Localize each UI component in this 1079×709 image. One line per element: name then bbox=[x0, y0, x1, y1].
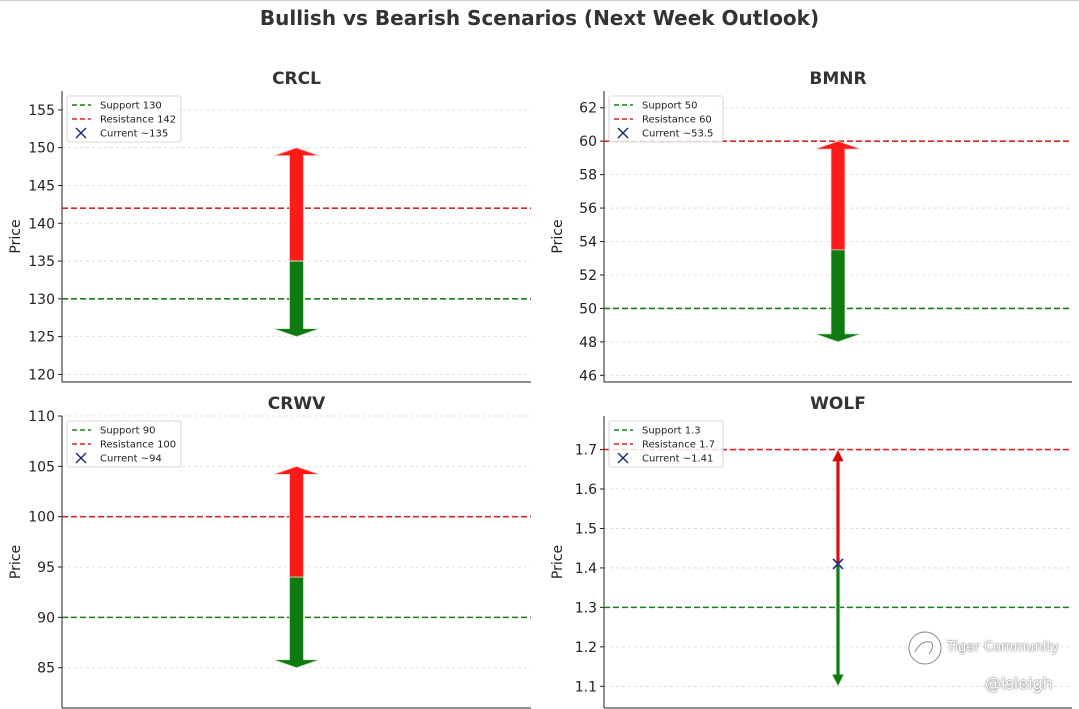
bullish-arrow bbox=[273, 465, 320, 578]
y-tick-label: 1.2 bbox=[575, 640, 597, 656]
chart-panel-crcl: 120 125 130 135 140 145 150 155 CRCL Price Support… bbox=[8, 69, 531, 383]
y-tick-label: 110 bbox=[28, 409, 55, 425]
panel-title: WOLF bbox=[810, 394, 866, 414]
chart-panel-crwv: 85 90 95 100 105 110 CRWV Price Support 90 Resist… bbox=[8, 394, 531, 709]
legend: Support 90 Resistance 100 Current ~94 bbox=[66, 420, 182, 468]
y-tick-label: 130 bbox=[28, 292, 55, 308]
y-axis-label: Price bbox=[8, 545, 24, 579]
legend-current-swatch bbox=[617, 127, 629, 139]
legend-entry: Support 90 bbox=[100, 426, 155, 437]
legend-box bbox=[608, 420, 724, 468]
y-tick-label: 60 bbox=[579, 134, 597, 150]
legend-current-swatch bbox=[75, 452, 87, 464]
current-marker bbox=[832, 558, 844, 570]
legend-entry: Current ~53.5 bbox=[642, 129, 713, 140]
legend-entry: Resistance 100 bbox=[100, 440, 176, 451]
watermark: Tiger Community @lsleigh bbox=[903, 628, 1073, 698]
legend-entry: Current ~135 bbox=[100, 129, 168, 140]
panel-title: CRCL bbox=[272, 69, 321, 89]
tiger-logo-icon bbox=[907, 630, 943, 666]
y-tick-label: 52 bbox=[579, 268, 597, 284]
bearish-arrow bbox=[273, 260, 320, 338]
y-tick-label: 95 bbox=[37, 560, 55, 576]
y-tick-label: 56 bbox=[579, 201, 597, 217]
y-tick-label: 58 bbox=[579, 168, 597, 184]
bullish-arrow bbox=[831, 448, 845, 565]
legend-box bbox=[608, 95, 724, 143]
y-tick-label: 62 bbox=[579, 101, 597, 117]
y-tick-label: 135 bbox=[28, 254, 55, 270]
y-tick-label: 125 bbox=[28, 330, 55, 346]
y-tick-label: 140 bbox=[28, 216, 55, 232]
watermark-brand: Tiger Community bbox=[947, 640, 1060, 655]
y-tick-label: 150 bbox=[28, 141, 55, 157]
y-tick-label: 105 bbox=[28, 459, 55, 475]
y-tick-label: 1.6 bbox=[575, 482, 597, 498]
y-tick-label: 54 bbox=[579, 235, 597, 251]
bearish-arrow bbox=[814, 249, 862, 343]
bearish-arrow bbox=[273, 576, 320, 669]
y-axis-label: Price bbox=[550, 219, 566, 253]
legend-entry: Current ~1.41 bbox=[642, 454, 713, 465]
legend-current-swatch bbox=[75, 127, 87, 139]
legend-box bbox=[66, 420, 182, 468]
y-tick-label: 50 bbox=[579, 301, 597, 317]
y-tick-label: 145 bbox=[28, 178, 55, 194]
y-axis-label: Price bbox=[8, 219, 24, 253]
legend-entry: Resistance 1.7 bbox=[642, 440, 715, 451]
y-tick-label: 155 bbox=[28, 103, 55, 119]
y-axis-label: Price bbox=[550, 545, 566, 579]
y-tick-label: 100 bbox=[28, 510, 55, 526]
watermark-handle: @lsleigh bbox=[985, 674, 1053, 693]
legend-box bbox=[66, 95, 182, 143]
panel-title: BMNR bbox=[809, 69, 866, 89]
chart-panel-bmnr: 46 48 50 52 54 56 58 60 62 BMNR Price Support 50 Res… bbox=[550, 69, 1072, 384]
y-tick-label: 90 bbox=[37, 610, 55, 626]
bullish-arrow bbox=[273, 147, 320, 262]
legend-entry: Support 50 bbox=[642, 101, 697, 112]
y-tick-label: 85 bbox=[37, 661, 55, 677]
bearish-arrow bbox=[831, 563, 845, 687]
y-tick-label: 1.1 bbox=[575, 679, 597, 695]
legend-entry: Current ~94 bbox=[100, 454, 162, 465]
legend-entry: Resistance 142 bbox=[100, 115, 176, 126]
legend: Support 1.3 Resistance 1.7 Current ~1.41 bbox=[608, 420, 724, 468]
legend-entry: Support 130 bbox=[100, 101, 162, 112]
y-tick-label: 1.3 bbox=[575, 600, 597, 616]
y-tick-label: 48 bbox=[579, 335, 597, 351]
legend: Support 50 Resistance 60 Current ~53.5 bbox=[608, 95, 724, 143]
bullish-arrow bbox=[814, 140, 862, 251]
y-tick-label: 120 bbox=[28, 367, 55, 383]
y-tick-label: 1.7 bbox=[575, 443, 597, 459]
top-divider bbox=[0, 0, 1079, 1]
panel-title: CRWV bbox=[268, 394, 326, 414]
legend-entry: Resistance 60 bbox=[642, 115, 712, 126]
legend-current-swatch bbox=[617, 452, 629, 464]
y-tick-label: 1.4 bbox=[575, 561, 597, 577]
legend-entry: Support 1.3 bbox=[642, 426, 701, 437]
y-tick-label: 1.5 bbox=[575, 521, 597, 537]
y-tick-label: 46 bbox=[579, 368, 597, 384]
legend: Support 130 Resistance 142 Current ~135 bbox=[66, 95, 182, 143]
figure-title: Bullish vs Bearish Scenarios (Next Week … bbox=[259, 6, 820, 30]
chart-panel-wolf: 1.1 1.2 1.3 1.4 1.5 1.6 1.7 WOLF Price Support 1.… bbox=[550, 394, 1072, 709]
